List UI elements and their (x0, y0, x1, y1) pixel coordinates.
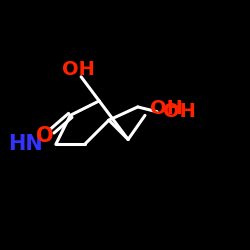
Text: OH: OH (163, 102, 196, 121)
Text: HN: HN (8, 134, 42, 154)
Text: O: O (36, 126, 54, 146)
Text: OH: OH (62, 60, 95, 79)
Text: OH: OH (150, 99, 183, 118)
